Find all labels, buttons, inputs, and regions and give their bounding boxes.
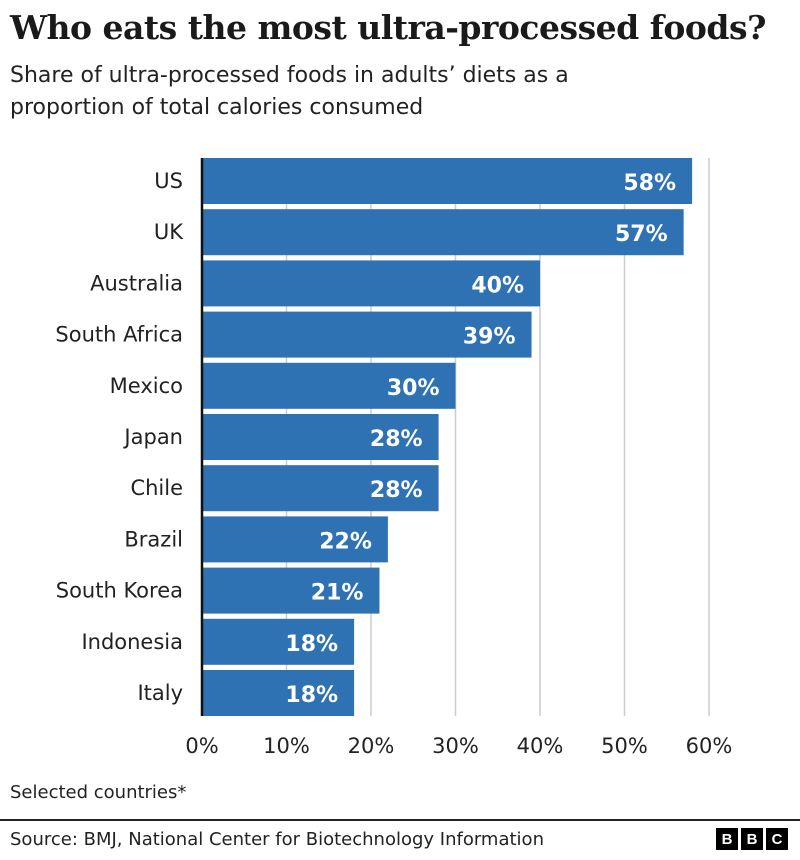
bar bbox=[202, 567, 380, 614]
data-label: 28% bbox=[370, 478, 423, 503]
category-label: UK bbox=[154, 220, 184, 244]
bbc-logo-letter: B bbox=[741, 828, 763, 850]
x-tick-label: 10% bbox=[263, 734, 310, 758]
data-label: 57% bbox=[615, 222, 668, 247]
category-label: Brazil bbox=[124, 527, 183, 551]
bar bbox=[202, 260, 540, 307]
x-tick-label: 60% bbox=[686, 734, 733, 758]
bar bbox=[202, 465, 439, 512]
category-label: Chile bbox=[130, 476, 183, 500]
bar bbox=[202, 209, 684, 256]
bar bbox=[202, 618, 355, 665]
data-label: 18% bbox=[285, 683, 338, 708]
footer-divider bbox=[0, 819, 800, 821]
category-label: South Africa bbox=[55, 323, 183, 347]
chart-title: Who eats the most ultra-processed foods? bbox=[10, 8, 766, 47]
bar bbox=[202, 362, 456, 409]
chart-subtitle: Share of ultra-processed foods in adults… bbox=[10, 63, 569, 120]
bar-chart: 0% 10% 20% 30% 40% 50% 60% US 58% UK 57% Australia 4… bbox=[55, 158, 733, 758]
category-label: Mexico bbox=[110, 374, 183, 398]
x-tick-label: 20% bbox=[348, 734, 395, 758]
x-tick-label: 40% bbox=[517, 734, 564, 758]
data-label: 21% bbox=[311, 581, 364, 606]
category-label: US bbox=[154, 169, 183, 193]
chart-note: Selected countries* bbox=[10, 782, 187, 803]
category-label: Japan bbox=[122, 425, 183, 449]
data-label: 30% bbox=[387, 376, 440, 401]
data-label: 28% bbox=[370, 427, 423, 452]
x-tick-label: 30% bbox=[432, 734, 479, 758]
category-label: Australia bbox=[90, 271, 183, 295]
source-text: Source: BMJ, National Center for Biotech… bbox=[10, 829, 544, 850]
category-label: South Korea bbox=[56, 579, 183, 603]
bar bbox=[202, 311, 532, 358]
x-tick-label: 50% bbox=[601, 734, 648, 758]
bbc-logo: B B C bbox=[716, 828, 788, 850]
category-label: Indonesia bbox=[81, 630, 183, 654]
category-label: Italy bbox=[137, 681, 183, 705]
data-label: 22% bbox=[319, 529, 372, 554]
bbc-logo-letter: B bbox=[716, 828, 738, 850]
data-label: 40% bbox=[471, 273, 524, 298]
bar bbox=[202, 516, 388, 563]
x-tick-label: 0% bbox=[185, 734, 218, 758]
data-label: 18% bbox=[285, 632, 338, 657]
bar bbox=[202, 414, 439, 460]
data-label: 39% bbox=[463, 325, 516, 350]
data-label: 58% bbox=[623, 171, 676, 196]
bar bbox=[202, 158, 693, 204]
bar bbox=[202, 670, 355, 716]
bbc-logo-letter: C bbox=[766, 828, 788, 850]
